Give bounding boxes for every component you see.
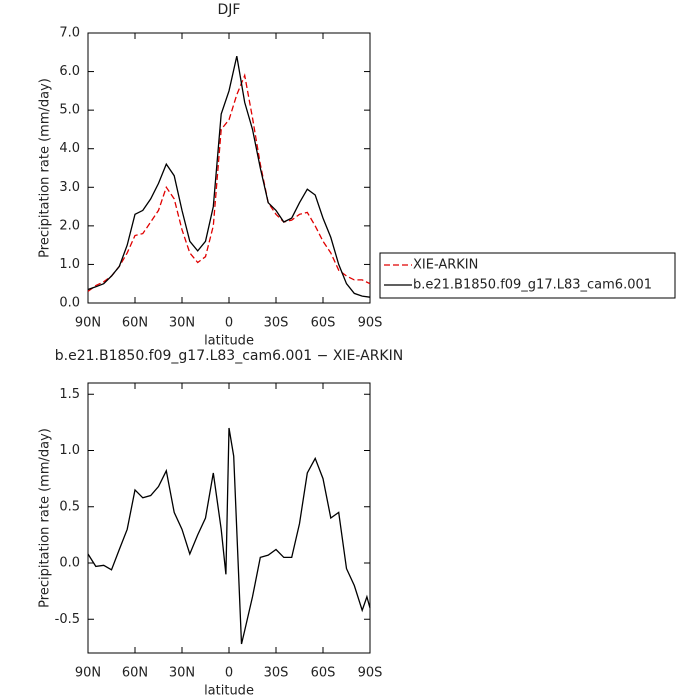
x-tick-label: 60N: [122, 316, 148, 331]
legend-box: [379, 252, 676, 299]
y-tick-label: 0.0: [59, 296, 80, 311]
x-tick-label: 30S: [264, 316, 289, 331]
x-tick-label: 90N: [75, 666, 101, 681]
x-tick-label: 30N: [169, 316, 195, 331]
chart-title: DJF: [218, 2, 241, 18]
y-tick-label: 0.5: [59, 499, 80, 514]
x-tick-label: 60S: [311, 316, 336, 331]
x-tick-label: 90S: [358, 316, 383, 331]
legend-label: b.e21.B1850.f09_g17.L83_cam6.001: [413, 278, 652, 293]
plot-frame: [87, 32, 371, 304]
data-line: [87, 73, 371, 292]
x-axis-label: latitude: [204, 684, 254, 699]
y-tick-label: 1.0: [59, 257, 80, 272]
y-tick-label: 0.0: [59, 556, 80, 571]
x-tick-label: 90N: [75, 316, 101, 331]
legend-label: XIE-ARKIN: [413, 258, 478, 273]
x-tick-label: 30S: [264, 666, 289, 681]
y-tick-label: 3.0: [59, 180, 80, 195]
y-tick-label: 2.0: [59, 218, 80, 233]
y-tick-label: 1.0: [59, 443, 80, 458]
x-axis-label: latitude: [204, 334, 254, 349]
y-tick-label: 5.0: [59, 103, 80, 118]
x-tick-label: 90S: [358, 666, 383, 681]
plot-frame: [87, 382, 371, 654]
data-line: [87, 427, 371, 645]
x-tick-label: 0: [225, 666, 233, 681]
y-tick-label: -0.5: [55, 612, 80, 627]
chart-title: b.e21.B1850.f09_g17.L83_cam6.001 − XIE-A…: [55, 348, 403, 364]
x-tick-label: 60S: [311, 666, 336, 681]
y-tick-label: 1.5: [59, 387, 80, 402]
x-tick-label: 0: [225, 316, 233, 331]
y-axis-label: Precipitation rate (mm/day): [38, 78, 53, 258]
data-line: [87, 55, 371, 298]
y-tick-label: 6.0: [59, 64, 80, 79]
y-tick-label: 7.0: [59, 26, 80, 41]
x-tick-label: 30N: [169, 666, 195, 681]
y-axis-label: Precipitation rate (mm/day): [38, 428, 53, 608]
x-tick-label: 60N: [122, 666, 148, 681]
y-tick-label: 4.0: [59, 141, 80, 156]
